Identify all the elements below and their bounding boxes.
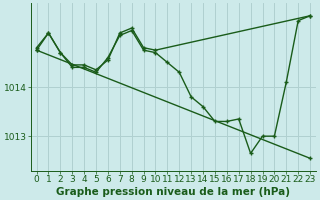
X-axis label: Graphe pression niveau de la mer (hPa): Graphe pression niveau de la mer (hPa) [56, 187, 290, 197]
